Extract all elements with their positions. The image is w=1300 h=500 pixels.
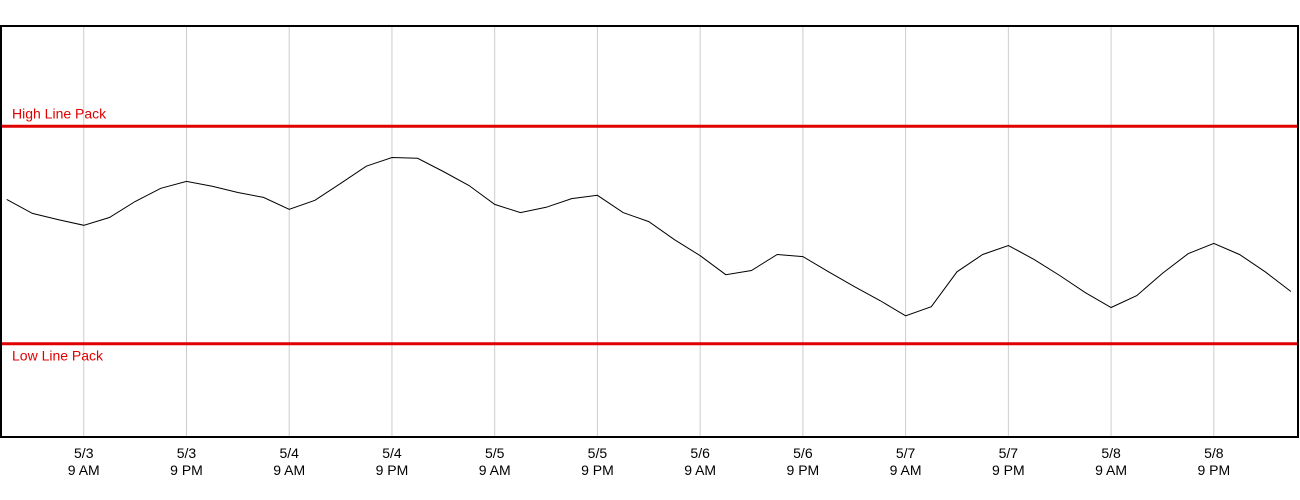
x-tick-time: 9 AM — [68, 462, 100, 478]
data-line — [6, 156, 1292, 317]
x-tick-time: 9 AM — [890, 462, 922, 478]
x-tick-date: 5/5 — [588, 445, 608, 461]
x-tick-date: 5/3 — [177, 445, 197, 461]
x-tick-date: 5/7 — [896, 445, 916, 461]
x-tick-date: 5/3 — [74, 445, 94, 461]
x-tick-time: 9 PM — [992, 462, 1025, 478]
x-tick-date: 5/8 — [1204, 445, 1224, 461]
x-tick-time: 9 PM — [787, 462, 820, 478]
plot-area — [1, 26, 1298, 437]
x-tick-date: 5/5 — [485, 445, 505, 461]
x-tick-time: 9 AM — [479, 462, 511, 478]
x-tick-time: 9 PM — [376, 462, 409, 478]
x-tick-time: 9 PM — [581, 462, 614, 478]
plot-border — [0, 25, 1299, 438]
x-tick-date: 5/4 — [382, 445, 402, 461]
x-tick-date: 5/4 — [279, 445, 299, 461]
x-tick-date: 5/8 — [1101, 445, 1121, 461]
x-tick-date: 5/7 — [999, 445, 1019, 461]
reference-label: High Line Pack — [12, 105, 107, 121]
reference-label: Low Line Pack — [12, 348, 104, 364]
x-tick-time: 9 PM — [1197, 462, 1230, 478]
x-tick-time: 9 AM — [684, 462, 716, 478]
x-tick-date: 5/6 — [793, 445, 813, 461]
x-tick-time: 9 AM — [273, 462, 305, 478]
x-tick-time: 9 PM — [170, 462, 203, 478]
x-tick-date: 5/6 — [690, 445, 710, 461]
x-tick-time: 9 AM — [1095, 462, 1127, 478]
